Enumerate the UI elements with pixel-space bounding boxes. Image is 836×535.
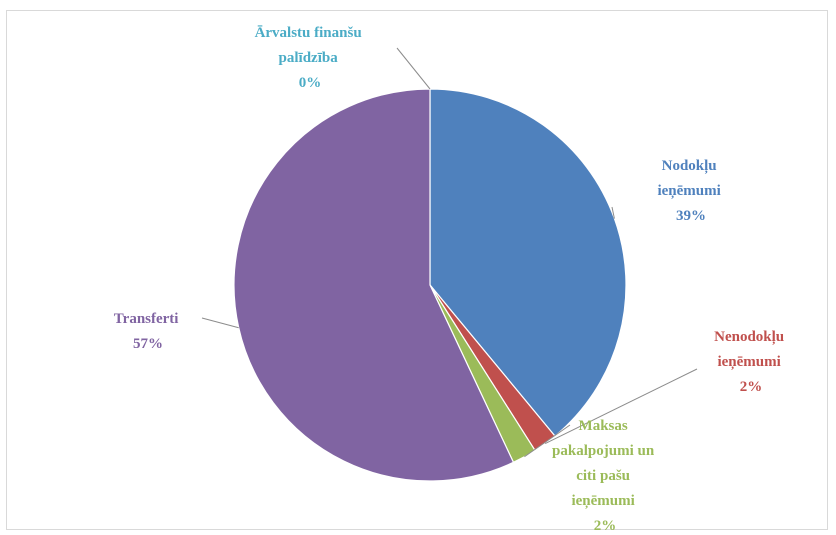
slice-label-maksas-pakalpojumi: Maksas pakalpojumi un citi pašu ieņēmumi… [552,418,658,534]
leader-line-maksas-pakalpojumi-un-citi-pasu-ienemumi [524,424,571,458]
slice-percent-nenodoklu-ienemumi: 2% [740,379,763,395]
leader-line-nenodoklu-ienemumi [544,368,698,445]
slice-label-nodoklu-ienemumi: Nodokļu ieņēmumi 39% [657,158,724,224]
slice-percent-maksas-pakalpojumi: 2% [594,518,617,534]
leader-lines [201,47,698,458]
leader-line-arvalstu-finansu-palidziba [396,47,431,90]
slice-label-arvalstu-finansu-palidziba: Ārvalstu finanšu palīdzība 0% [255,25,366,91]
pie-slice-transferti [233,88,515,482]
slice-percent-nodoklu-ienemumi: 39% [676,208,706,224]
pie-slices [233,88,627,482]
slice-percent-arvalstu-finansu-palidziba: 0% [299,75,322,91]
slice-percent-transferti: 57% [133,336,163,352]
slice-label-transferti: Transferti 57% [114,311,182,352]
leader-line-nodoklu-ienemumi [611,206,615,219]
pie-slice-nodoklu-ienemumi [429,88,627,437]
slice-label-nenodoklu-ienemumi: Nenodokļu ieņēmumi 2% [714,329,788,395]
leader-line-transferti [201,317,239,329]
